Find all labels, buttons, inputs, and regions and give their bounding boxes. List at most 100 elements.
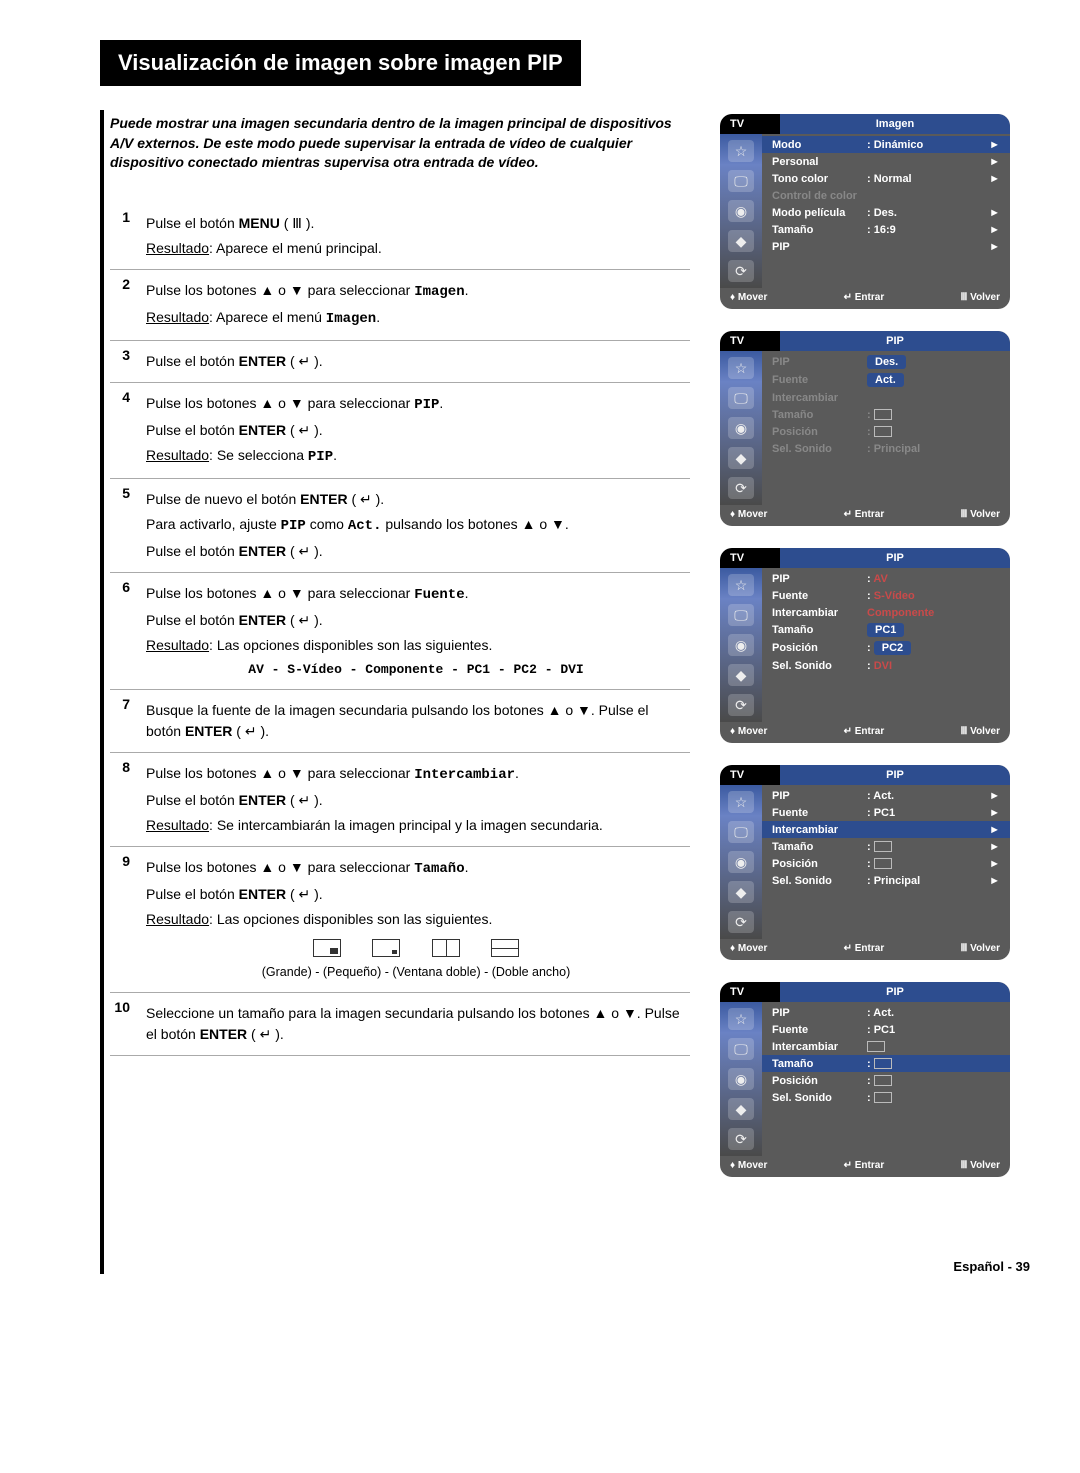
osd-row: PIP Des. (762, 353, 1010, 371)
step-line: Busque la fuente de la imagen secundaria… (146, 700, 686, 742)
osd-row: Fuente Act. (762, 371, 1010, 389)
osd-sidebar-icon: 🖵 (728, 1038, 754, 1060)
osd-tab-tv: TV (720, 982, 780, 1002)
step-body: Pulse los botones ▲ o ▼ para seleccionar… (142, 753, 690, 847)
step-body: Pulse los botones ▲ o ▼ para seleccionar… (142, 572, 690, 690)
step-line: AV - S-Vídeo - Componente - PC1 - PC2 - … (146, 660, 686, 680)
osd-row: Tamaño PC1 (762, 621, 1010, 639)
osd-tab-tv: TV (720, 765, 780, 785)
osd-sidebar-icon: ◆ (728, 230, 754, 252)
osd-tab-tv: TV (720, 331, 780, 351)
step-line: Pulse el botón ENTER ( ↵ ). (146, 420, 686, 441)
step-line: Pulse los botones ▲ o ▼ para seleccionar… (146, 583, 686, 606)
osd-sidebar-icon: ◆ (728, 881, 754, 903)
osd-tab-title: Imagen (780, 114, 1010, 134)
osd-row: Intercambiar (762, 1038, 1010, 1055)
size-icon-double-window (432, 939, 460, 957)
step-body: Pulse los botones ▲ o ▼ para seleccionar… (142, 269, 690, 340)
osd-row: Sel. Sonido: Principal (762, 440, 1010, 457)
page-footer: Español - 39 (50, 1259, 1030, 1274)
osd-footer: ♦ Mover↵ EntrarⅢ Volver (720, 722, 1010, 743)
step-body: Busque la fuente de la imagen secundaria… (142, 690, 690, 753)
osd-column: TVImagen☆🖵◉◆⟳Modo: Dinámico►Personal►Ton… (720, 114, 1030, 1199)
osd-row: Tamaño: (762, 1055, 1010, 1072)
osd-footer-move: ♦ Mover (730, 1160, 767, 1171)
intro-text: Puede mostrar una imagen secundaria dent… (110, 114, 690, 173)
osd-sidebar-icon: ◉ (728, 851, 754, 873)
osd-sidebar-icon: ☆ (728, 791, 754, 813)
step-number: 5 (110, 478, 142, 572)
osd-sidebar: ☆🖵◉◆⟳ (720, 134, 762, 288)
step-line: Pulse los botones ▲ o ▼ para seleccionar… (146, 393, 686, 416)
osd-footer-enter: ↵ Entrar (844, 509, 885, 520)
osd-row: Sel. Sonido: DVI (762, 657, 1010, 674)
osd-footer-move: ♦ Mover (730, 509, 767, 520)
osd-sidebar-icon: ◉ (728, 200, 754, 222)
osd-sidebar: ☆🖵◉◆⟳ (720, 1002, 762, 1156)
osd-footer: ♦ Mover↵ EntrarⅢ Volver (720, 505, 1010, 526)
osd-row: Intercambiar Componente (762, 604, 1010, 621)
osd-footer: ♦ Mover↵ EntrarⅢ Volver (720, 1156, 1010, 1177)
osd-sidebar-icon: ⟳ (728, 911, 754, 933)
steps-table: 1Pulse el botón MENU ( Ⅲ ).Resultado: Ap… (110, 203, 690, 1056)
page-title: Visualización de imagen sobre imagen PIP (100, 40, 581, 86)
size-mini-icon (874, 1075, 892, 1086)
osd-footer-back: Ⅲ Volver (960, 726, 1000, 737)
step-number: 10 (110, 993, 142, 1056)
step-line: Pulse el botón ENTER ( ↵ ). (146, 541, 686, 562)
osd-sidebar: ☆🖵◉◆⟳ (720, 568, 762, 722)
osd-row: Fuente: PC1► (762, 804, 1010, 821)
osd-row: Posición: (762, 1072, 1010, 1089)
size-mini-icon (874, 409, 892, 420)
osd-tab-title: PIP (780, 982, 1010, 1002)
osd-footer-enter: ↵ Entrar (844, 943, 885, 954)
size-mini-icon (874, 426, 892, 437)
osd-row: Posición: PC2 (762, 639, 1010, 657)
step-line: Pulse los botones ▲ o ▼ para seleccionar… (146, 763, 686, 786)
step-line: Resultado: Aparece el menú principal. (146, 238, 686, 259)
step-body: Seleccione un tamaño para la imagen secu… (142, 993, 690, 1056)
osd-row: Fuente: S-Vídeo (762, 587, 1010, 604)
osd-sidebar-icon: 🖵 (728, 604, 754, 626)
step-line: Para activarlo, ajuste PIP como Act. pul… (146, 514, 686, 537)
step-number: 7 (110, 690, 142, 753)
osd-sidebar-icon: ☆ (728, 1008, 754, 1030)
osd-footer-enter: ↵ Entrar (844, 292, 885, 303)
osd-row: Intercambiar► (762, 821, 1010, 838)
size-icons-row (146, 936, 686, 957)
osd-tab-title: PIP (780, 765, 1010, 785)
osd-row: Fuente: PC1 (762, 1021, 1010, 1038)
osd-row: Control de color (762, 187, 1010, 204)
step-body: Pulse los botones ▲ o ▼ para seleccionar… (142, 382, 690, 478)
osd-sidebar-icon: ☆ (728, 357, 754, 379)
osd-menu: TVPIP☆🖵◉◆⟳PIP: Act.►Fuente: PC1►Intercam… (720, 765, 1010, 960)
osd-footer-back: Ⅲ Volver (960, 943, 1000, 954)
osd-row: Posición: ► (762, 855, 1010, 872)
osd-footer: ♦ Mover↵ EntrarⅢ Volver (720, 288, 1010, 309)
osd-sidebar: ☆🖵◉◆⟳ (720, 785, 762, 939)
osd-sidebar-icon: ◆ (728, 1098, 754, 1120)
osd-sidebar-icon: ◆ (728, 447, 754, 469)
left-rule (100, 110, 104, 1274)
osd-footer-move: ♦ Mover (730, 726, 767, 737)
osd-row: Tamaño: ► (762, 838, 1010, 855)
osd-row: Sel. Sonido: (762, 1089, 1010, 1106)
osd-menu: TVPIP☆🖵◉◆⟳PIP Des.Fuente Act.Intercambia… (720, 331, 1010, 526)
osd-row: Modo: Dinámico► (762, 136, 1010, 153)
step-line: Pulse los botones ▲ o ▼ para seleccionar… (146, 857, 686, 880)
osd-row: Tamaño: 16:9► (762, 221, 1010, 238)
step-number: 3 (110, 340, 142, 382)
size-icon-large (313, 939, 341, 957)
step-number: 4 (110, 382, 142, 478)
osd-footer-move: ♦ Mover (730, 292, 767, 303)
osd-row: PIP: Act. (762, 1004, 1010, 1021)
step-line: Resultado: Las opciones disponibles son … (146, 635, 686, 656)
step-number: 6 (110, 572, 142, 690)
osd-menu: TVImagen☆🖵◉◆⟳Modo: Dinámico►Personal►Ton… (720, 114, 1010, 309)
step-line: Seleccione un tamaño para la imagen secu… (146, 1003, 686, 1045)
osd-sidebar-icon: ☆ (728, 140, 754, 162)
osd-row: PIP: Act.► (762, 787, 1010, 804)
size-icon-small (372, 939, 400, 957)
step-number: 9 (110, 847, 142, 993)
step-number: 1 (110, 203, 142, 270)
